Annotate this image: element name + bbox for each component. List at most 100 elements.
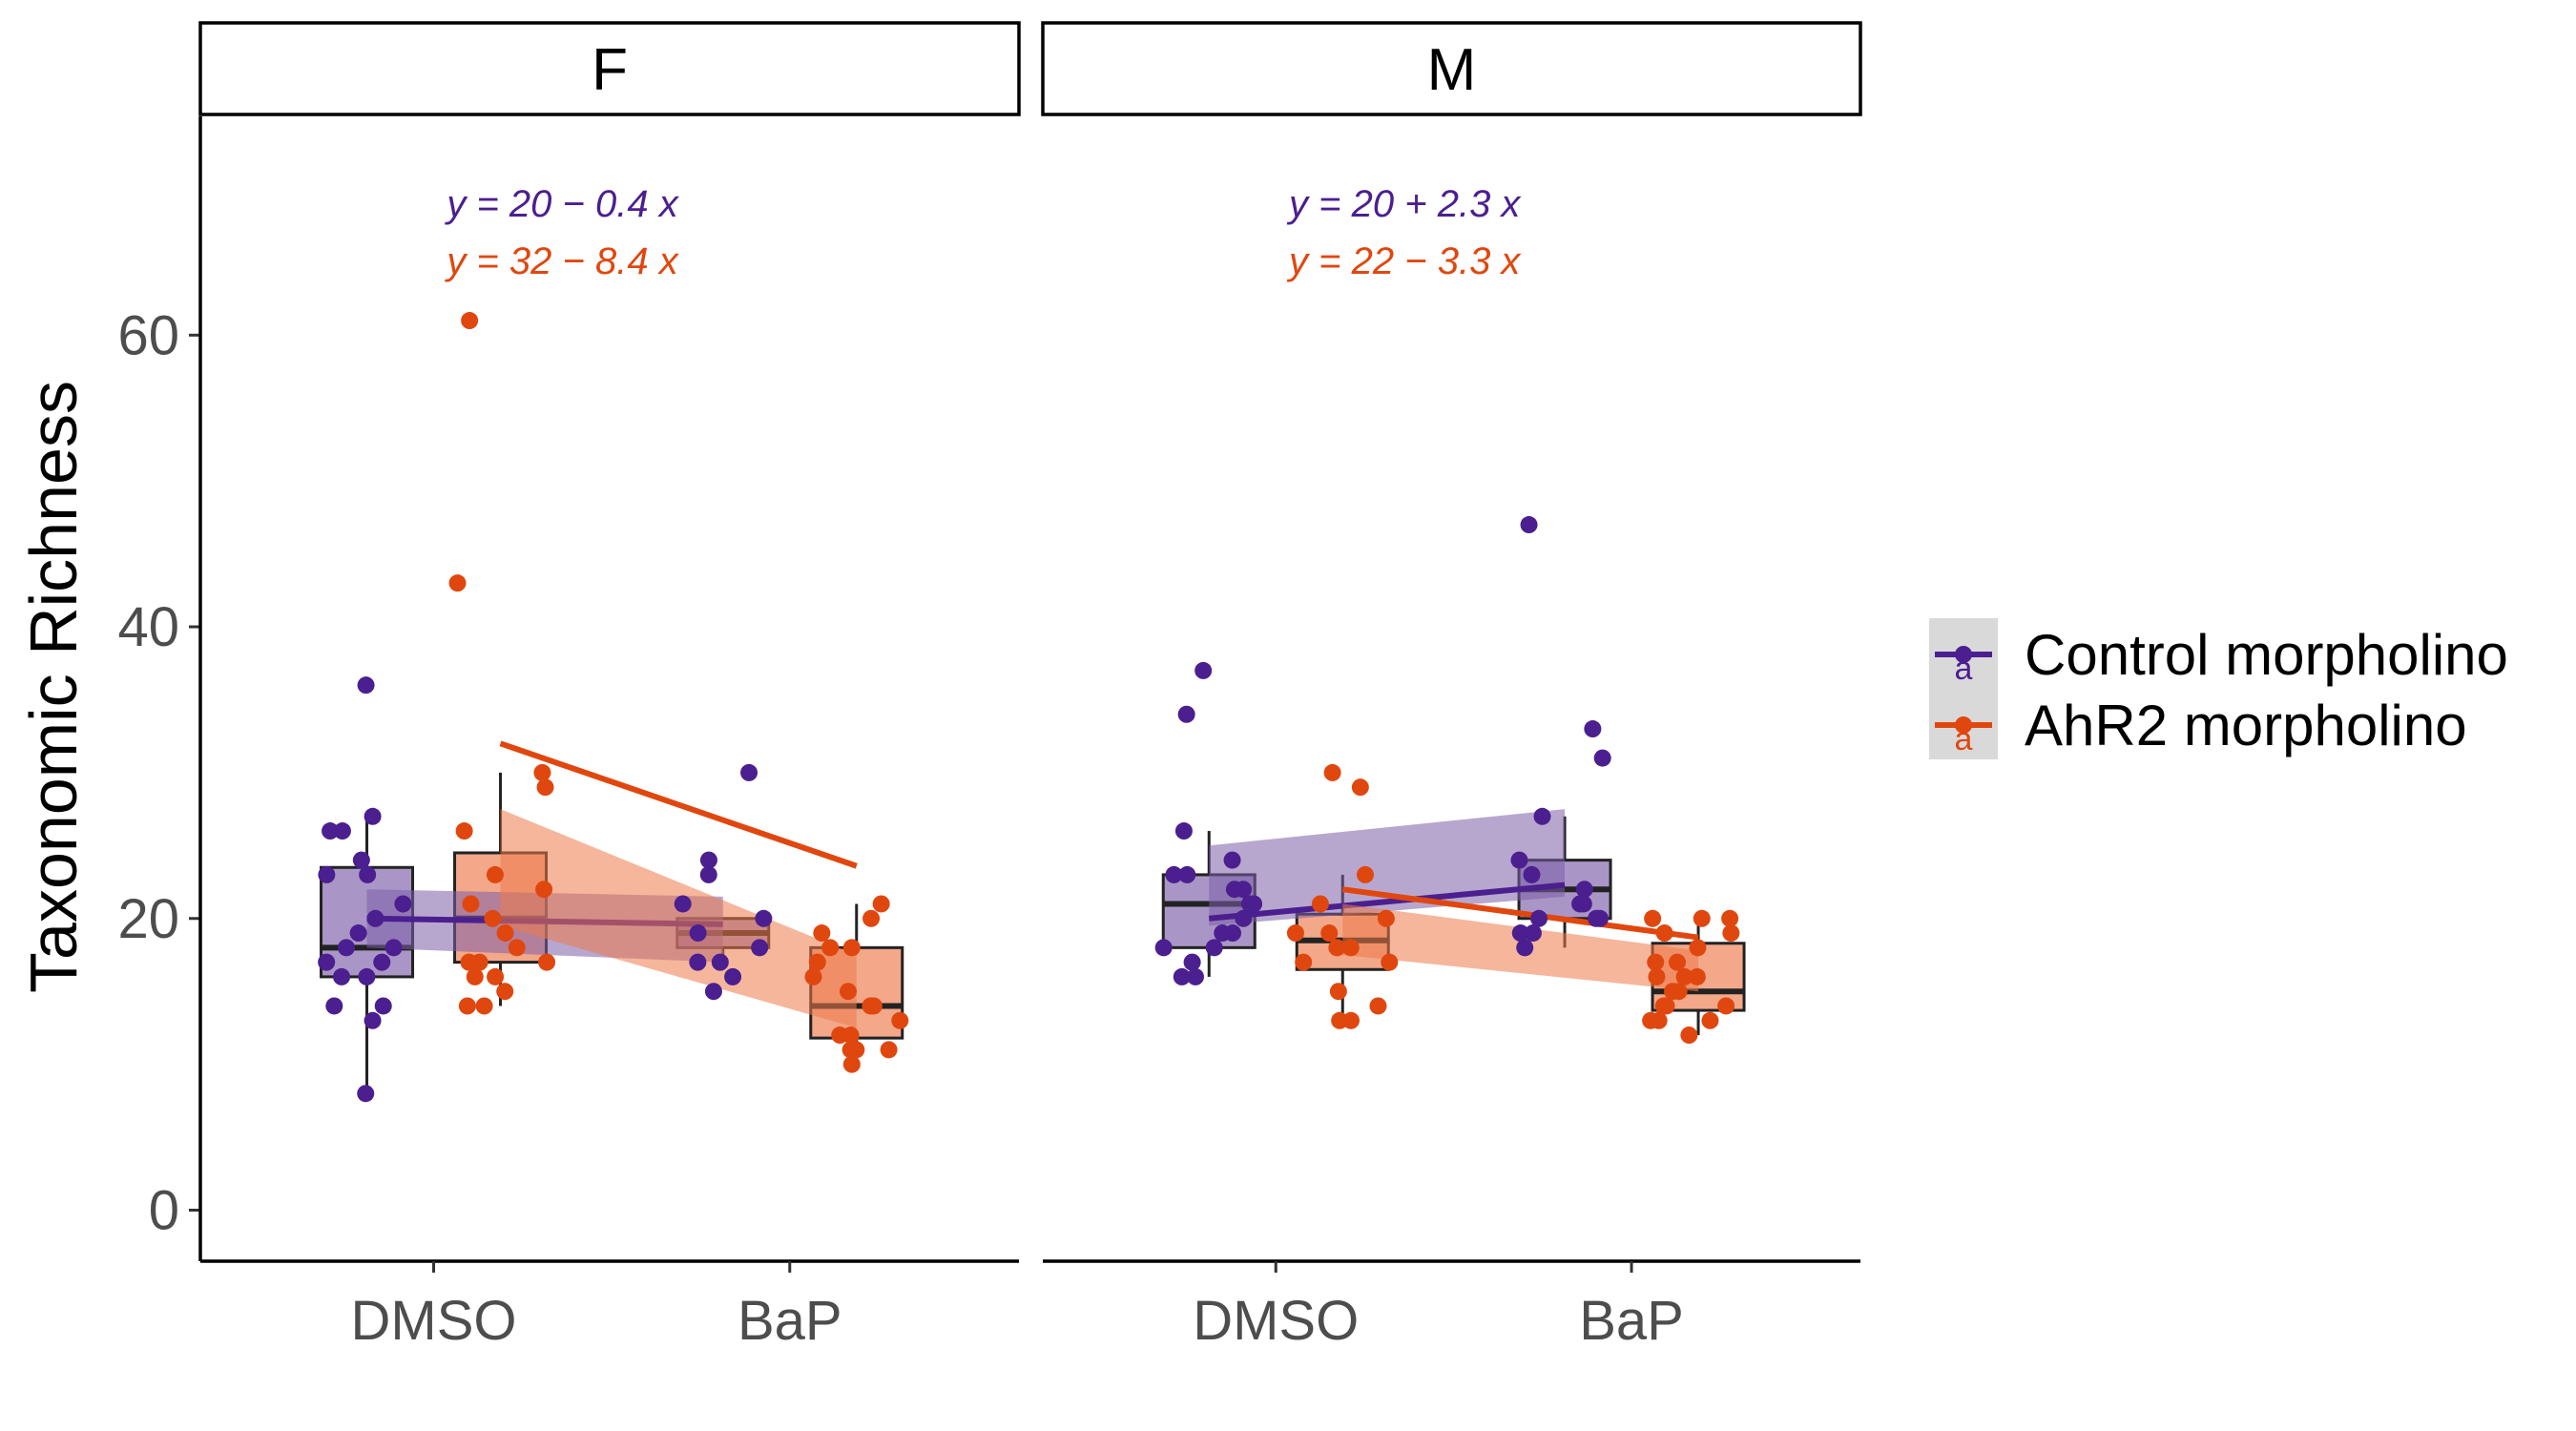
data-point bbox=[1689, 939, 1707, 957]
data-point bbox=[1328, 939, 1346, 957]
data-point bbox=[455, 822, 473, 840]
data-point bbox=[1644, 909, 1662, 927]
data-point bbox=[1223, 851, 1241, 869]
panel-m: M DMSO BaP y = 20 + 2.3 x y = 22 − 3.3 x bbox=[1041, 21, 1862, 1352]
data-point bbox=[538, 953, 556, 971]
data-point bbox=[325, 997, 343, 1015]
points-control-bap bbox=[674, 763, 773, 1001]
data-point bbox=[364, 807, 382, 825]
legend-point-icon bbox=[1955, 716, 1972, 734]
data-point bbox=[1520, 516, 1538, 534]
legend-key-background bbox=[1929, 618, 1998, 759]
legend-item-control: a Control morpholino bbox=[1935, 623, 2508, 687]
data-point bbox=[1530, 909, 1548, 927]
regression-equation: y = 22 − 3.3 x bbox=[1286, 240, 1522, 282]
points-control-bap bbox=[1510, 516, 1611, 957]
data-point bbox=[1721, 909, 1739, 927]
data-point bbox=[1377, 909, 1395, 927]
data-point bbox=[1311, 895, 1329, 913]
facet-strip bbox=[1041, 21, 1862, 116]
data-point bbox=[366, 909, 384, 927]
data-point bbox=[357, 676, 375, 695]
data-point bbox=[349, 924, 367, 943]
data-point bbox=[496, 983, 514, 1001]
box-control-dmso bbox=[320, 816, 415, 1094]
data-point bbox=[1648, 967, 1666, 985]
data-point bbox=[337, 939, 355, 957]
data-point bbox=[1165, 865, 1183, 883]
data-point bbox=[508, 939, 526, 957]
data-point bbox=[359, 865, 377, 883]
data-point bbox=[1675, 967, 1693, 985]
axes-layer: 0 20 40 60 bbox=[117, 304, 200, 1241]
data-point bbox=[1331, 1011, 1349, 1029]
data-point bbox=[487, 967, 505, 985]
legend-label: AhR2 morpholino bbox=[2025, 694, 2467, 757]
data-point bbox=[689, 953, 707, 971]
data-point bbox=[322, 822, 340, 840]
data-point bbox=[1320, 924, 1339, 943]
y-tick-label: 20 bbox=[117, 888, 179, 950]
legend-text-glyph: a bbox=[1955, 651, 1973, 687]
data-point bbox=[674, 895, 692, 913]
data-point bbox=[1329, 983, 1347, 1001]
data-point bbox=[535, 881, 553, 899]
data-point bbox=[872, 895, 890, 913]
data-point bbox=[891, 1011, 909, 1029]
data-point bbox=[808, 953, 826, 971]
data-point bbox=[1174, 822, 1193, 840]
panel-f: F DMSO BaP y = 20 − 0.4 x y = 32 − 8.4 x bbox=[198, 21, 1021, 1352]
data-point bbox=[333, 967, 351, 985]
data-point bbox=[358, 967, 376, 985]
data-point bbox=[1186, 967, 1204, 985]
data-point bbox=[1178, 865, 1196, 883]
data-point bbox=[1183, 953, 1201, 971]
legend-item-ahr2: a AhR2 morpholino bbox=[1935, 694, 2467, 757]
data-point bbox=[711, 953, 729, 971]
data-point bbox=[1511, 924, 1529, 943]
points-ahr2-bap bbox=[804, 895, 909, 1073]
data-point bbox=[841, 1041, 860, 1059]
data-point bbox=[1593, 749, 1611, 767]
data-point bbox=[1516, 939, 1534, 957]
data-point bbox=[841, 1027, 860, 1045]
legend-text-glyph: a bbox=[1955, 721, 1973, 757]
data-point bbox=[384, 939, 403, 957]
fit-confidence-band bbox=[500, 809, 857, 1028]
data-point bbox=[1722, 924, 1740, 943]
data-point bbox=[1693, 909, 1711, 927]
data-point bbox=[1575, 881, 1593, 899]
data-point bbox=[1286, 924, 1304, 943]
data-point bbox=[357, 1085, 375, 1103]
data-point bbox=[1688, 967, 1706, 985]
data-point bbox=[1214, 924, 1232, 943]
data-point bbox=[318, 865, 336, 883]
data-point bbox=[364, 1011, 382, 1029]
data-point bbox=[1680, 1027, 1698, 1045]
data-point bbox=[536, 778, 554, 797]
x-tick-label: BaP bbox=[737, 1290, 842, 1352]
x-tick-label: DMSO bbox=[351, 1290, 517, 1352]
data-point bbox=[1647, 953, 1665, 971]
data-point bbox=[1657, 997, 1675, 1015]
data-point bbox=[724, 967, 742, 985]
points-ahr2-bap bbox=[1642, 909, 1740, 1045]
facet-strip-label: M bbox=[1427, 37, 1477, 103]
points-control-dmso bbox=[318, 676, 412, 1103]
data-point bbox=[333, 822, 351, 840]
data-point bbox=[1670, 983, 1688, 1001]
data-point bbox=[821, 939, 840, 957]
points-control-dmso bbox=[1154, 661, 1263, 985]
x-tick-label: BaP bbox=[1579, 1290, 1684, 1352]
data-point bbox=[699, 851, 717, 869]
facet-strip-label: F bbox=[592, 37, 628, 103]
data-point bbox=[1240, 895, 1258, 913]
regression-equation: y = 32 − 8.4 x bbox=[444, 240, 679, 282]
data-point bbox=[394, 895, 412, 913]
regression-equation: y = 20 + 2.3 x bbox=[1286, 183, 1522, 225]
points-ahr2-dmso bbox=[1286, 763, 1399, 1029]
data-point bbox=[1701, 1011, 1719, 1029]
data-point bbox=[1205, 939, 1223, 957]
data-point bbox=[1235, 909, 1253, 927]
data-point bbox=[689, 924, 707, 943]
